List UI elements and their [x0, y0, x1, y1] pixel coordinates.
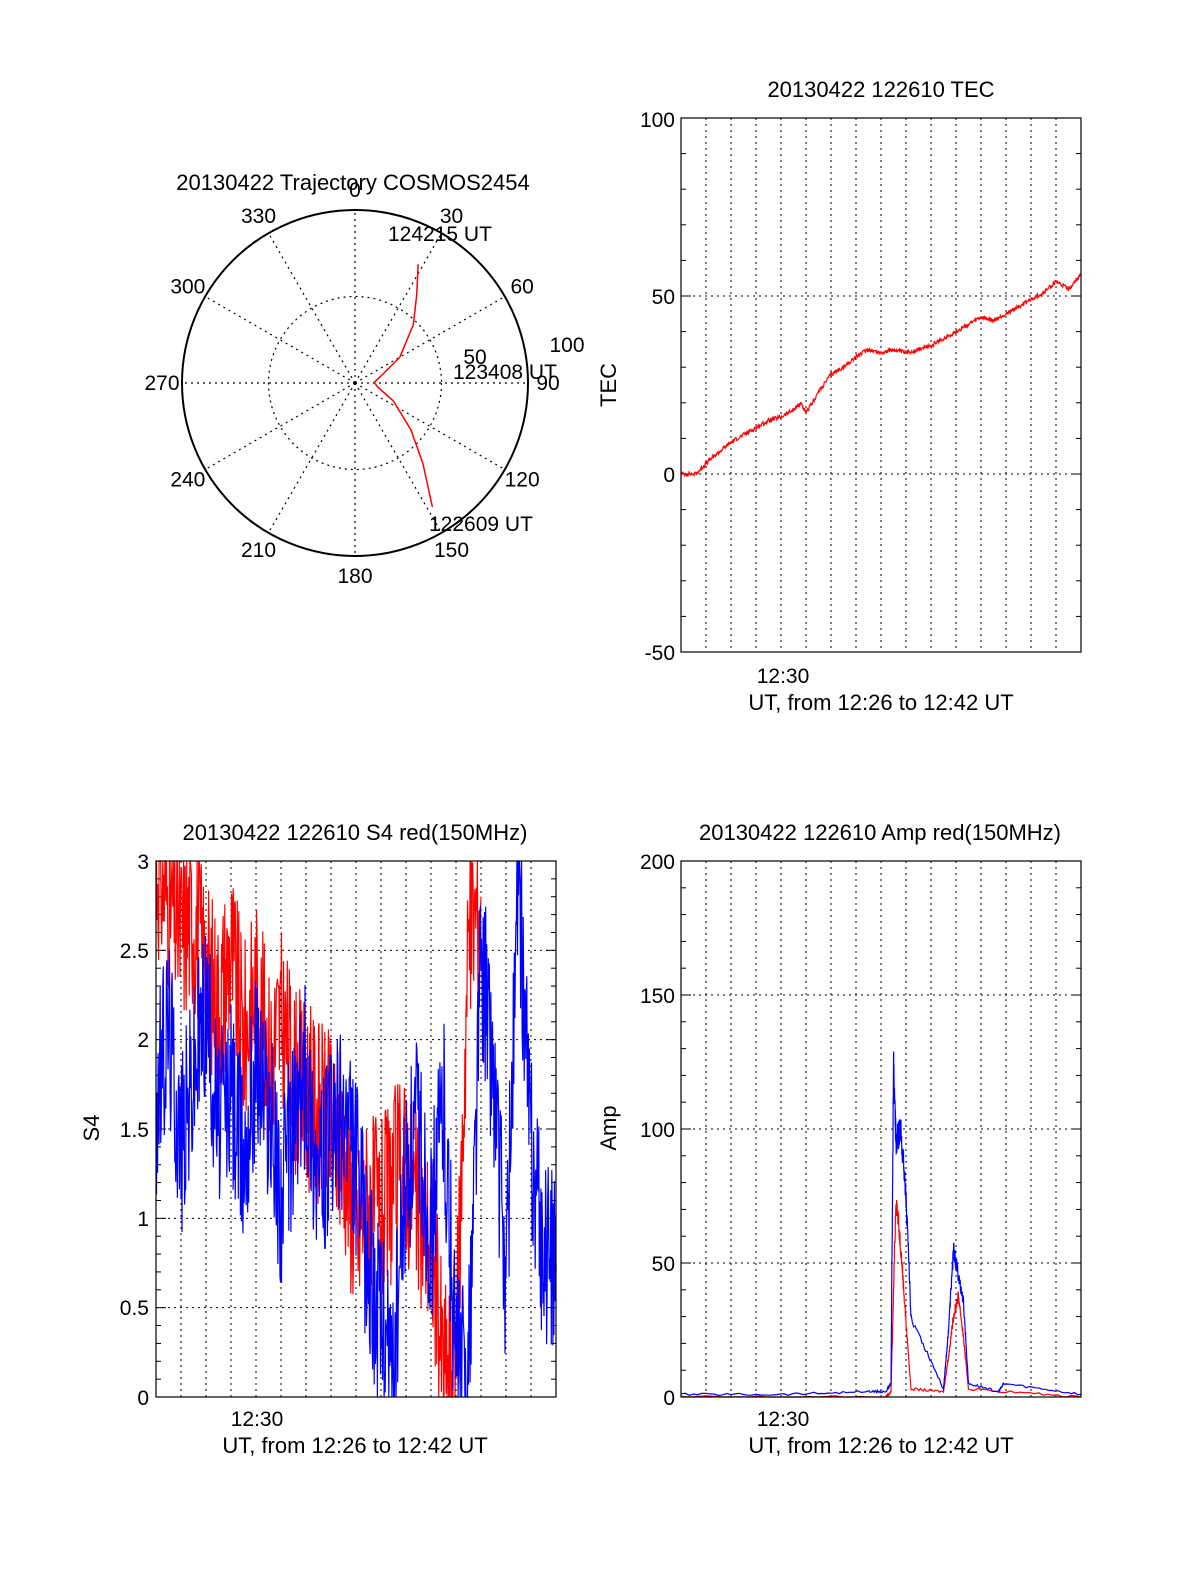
amp-chart: 20130422 122610 Amp red(150MHz) Amp UT, …: [596, 820, 1082, 1458]
polar-title: 20130422 Trajectory COSMOS2454: [176, 170, 529, 195]
polar-spoke: [204, 382, 356, 471]
amp-plot-frame: [680, 860, 1082, 1398]
tec-series-group: [680, 273, 1082, 478]
amp-series-red: [680, 1199, 1082, 1398]
tec-y-tick-label: 100: [640, 109, 675, 132]
s4-y-tick-label: 2: [137, 1029, 149, 1052]
polar-azimuth-label: 90: [536, 372, 559, 395]
polar-azimuth-label: 270: [144, 372, 179, 395]
polar-azimuth-label: 30: [440, 205, 463, 228]
trajectory-mid-time-label: 123408 UT: [453, 361, 557, 384]
polar-ring-50: [267, 295, 443, 471]
s4-y-tick-label: 0: [137, 1387, 149, 1410]
tec-y-tick-label: -50: [645, 642, 675, 665]
polar-spoke: [267, 382, 356, 534]
trajectory-end-time-label: 124215 UT: [388, 223, 492, 246]
amp-y-axis-label: Amp: [596, 1105, 621, 1150]
s4-y-axis-label: S4: [79, 1115, 104, 1142]
tec-y-axis-label: TEC: [596, 363, 621, 407]
tec-x-axis-label: UT, from 12:26 to 12:42 UT: [748, 690, 1013, 715]
amp-y-tick-label: 200: [640, 851, 675, 874]
amp-grid: [681, 860, 1081, 1398]
polar-azimuth-label: 150: [434, 539, 469, 562]
tec-y-tick-labels: 100 50 0 -50: [640, 109, 675, 665]
s4-y-tick-label: 1: [137, 1208, 149, 1231]
polar-azimuth-label: 120: [505, 469, 540, 492]
tec-chart-title: 20130422 122610 TEC: [767, 77, 994, 102]
amp-chart-title: 20130422 122610 Amp red(150MHz): [699, 820, 1061, 845]
s4-y-tick-labels: 3 2.5 2 1.5 1 0.5 0: [120, 851, 149, 1410]
s4-x-tick-label: 12:30: [231, 1408, 284, 1431]
s4-y-tick-label: 1.5: [120, 1119, 149, 1142]
s4-y-tick-label: 2.5: [120, 940, 149, 963]
amp-y-tick-labels: 200 150 100 50 0: [640, 851, 675, 1410]
polar-azimuth-label: 240: [170, 469, 205, 492]
tec-y-tick-label: 50: [652, 286, 675, 309]
trajectory-polar-plot: 20130422 Trajectory COSMOS2454 030609012…: [144, 170, 584, 588]
polar-azimuth-label: 330: [241, 205, 276, 228]
amp-y-tick-label: 100: [640, 1119, 675, 1142]
polar-spoke: [204, 295, 356, 384]
polar-spoke: [267, 232, 356, 384]
polar-outer-circle: [181, 209, 529, 557]
polar-grid: [181, 209, 529, 557]
polar-spoke: [354, 382, 506, 471]
polar-ring-label-100: 100: [549, 334, 584, 357]
amp-x-tick-label: 12:30: [757, 1408, 810, 1431]
trajectory-start-time-label: 122609 UT: [429, 513, 533, 536]
amp-x-axis-label: UT, from 12:26 to 12:42 UT: [748, 1433, 1013, 1458]
polar-azimuth-label: 0: [349, 179, 361, 202]
tec-x-tick-label: 12:30: [757, 665, 810, 688]
s4-chart: 20130422 122610 S4 red(150MHz) S4 UT, fr…: [79, 820, 557, 1458]
polar-azimuth-label: 210: [241, 539, 276, 562]
s4-plot-frame: [155, 860, 557, 1398]
polar-azimuth-label: 180: [337, 565, 372, 588]
s4-x-axis-label: UT, from 12:26 to 12:42 UT: [222, 1433, 487, 1458]
s4-chart-title: 20130422 122610 S4 red(150MHz): [183, 820, 528, 845]
amp-series-blue: [680, 1051, 1082, 1397]
trajectory-series-line: [373, 264, 434, 508]
polar-spoke: [354, 295, 506, 384]
tec-grid: [681, 117, 1081, 653]
s4-y-tick-label: 0.5: [120, 1297, 149, 1320]
tec-y-tick-label: 0: [663, 464, 675, 487]
polar-azimuth-label: 300: [170, 276, 205, 299]
polar-spoke: [354, 382, 443, 534]
amp-series-group: [680, 1051, 1082, 1398]
polar-azimuth-labels: 0 30 60 90 120 150 180 210 240 270 300 330: [144, 179, 559, 588]
s4-series-group: [155, 860, 557, 1398]
tec-chart: 20130422 122610 TEC TEC UT, from 12:26 t…: [596, 77, 1082, 715]
tec-series-red: [680, 273, 1082, 478]
polar-spoke: [354, 232, 443, 384]
polar-ring-label-50: 50: [463, 346, 486, 369]
s4-y-tick-label: 3: [137, 851, 149, 874]
tec-plot-frame: [680, 117, 1082, 653]
amp-y-tick-label: 150: [640, 985, 675, 1008]
amp-y-tick-label: 0: [663, 1387, 675, 1410]
s4-series-blue: [155, 860, 557, 1398]
amp-y-tick-label: 50: [652, 1253, 675, 1276]
polar-azimuth-label: 60: [510, 276, 533, 299]
